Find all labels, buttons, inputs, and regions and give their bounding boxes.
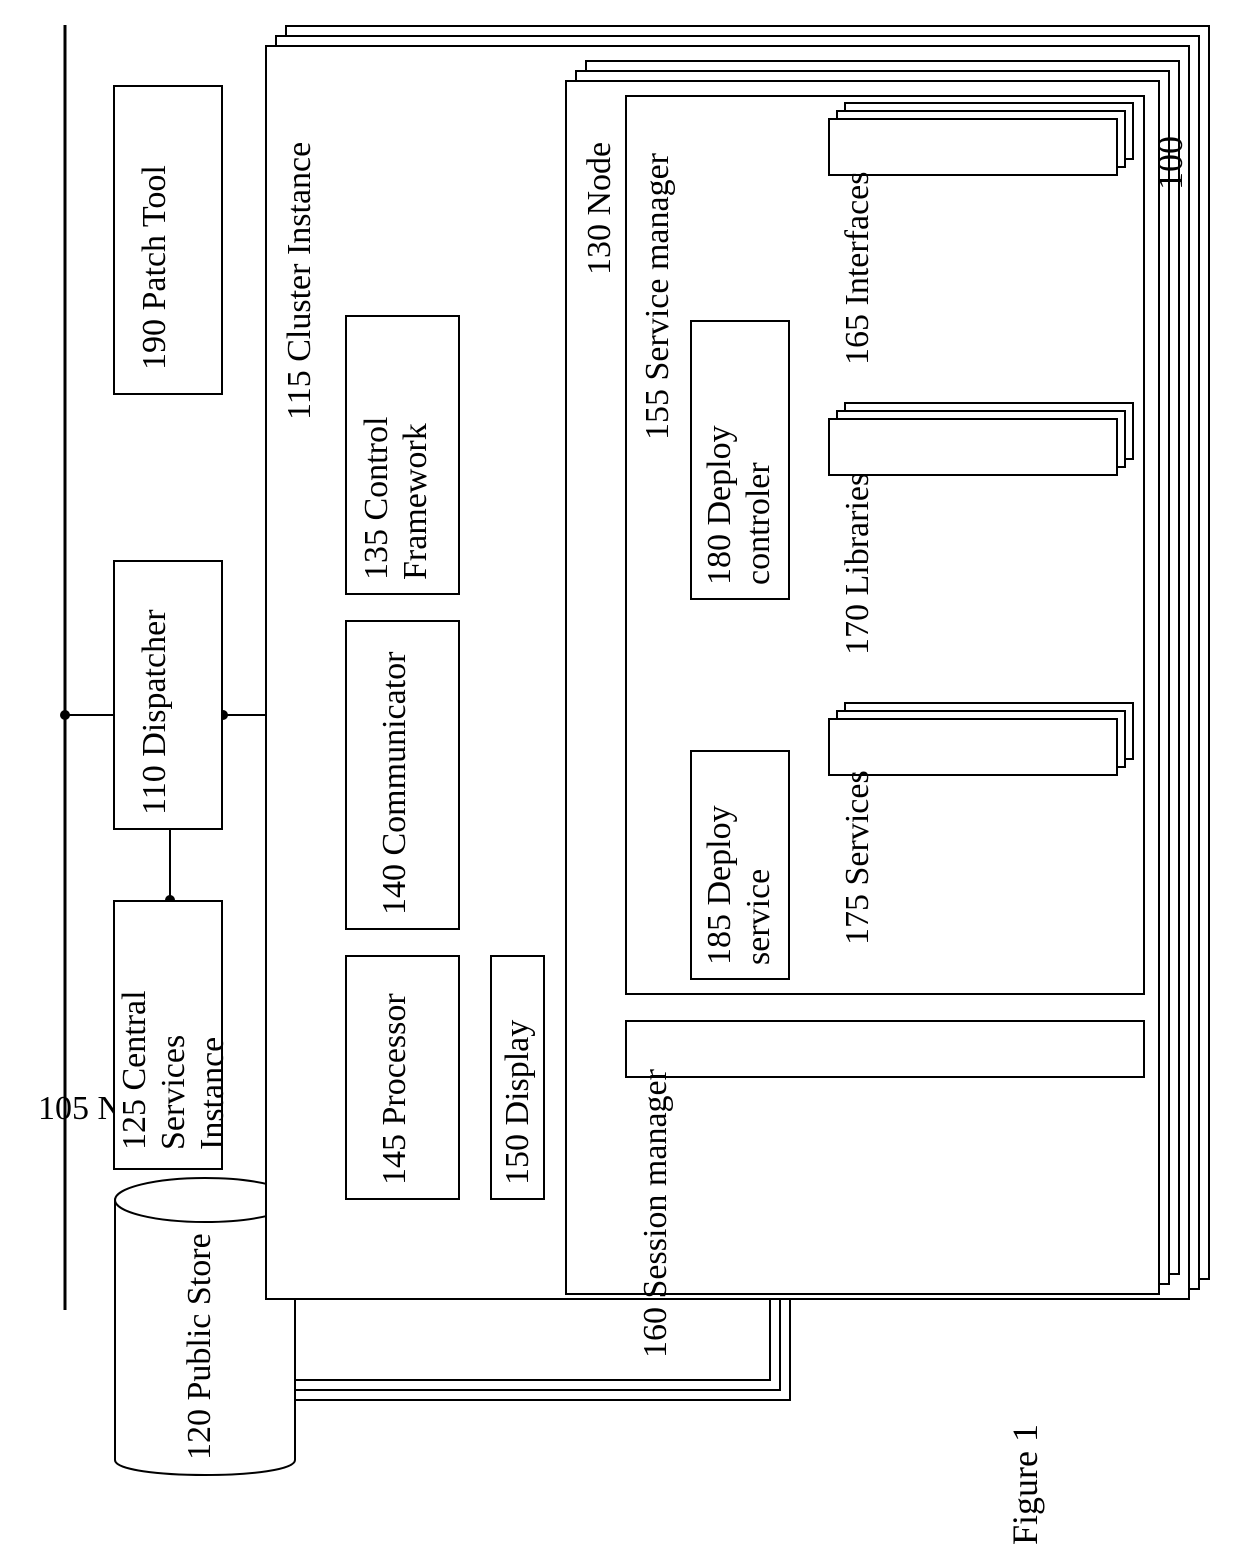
central-services-label: 125 Central Services Instance (115, 920, 232, 1150)
display-label: 150 Display (498, 970, 537, 1185)
cluster-instance-label: 115 Cluster Instance (280, 60, 319, 420)
public-store-label: 120 Public Store (180, 1220, 219, 1460)
services-label: 175 Services (838, 725, 878, 945)
deploy-controller-label: 180 Deploy controler (700, 335, 778, 585)
node-label: 130 Node (580, 95, 619, 275)
communicator-label: 140 Communicator (375, 635, 414, 915)
session-manager-label: 160 Session manager (636, 1028, 676, 1358)
processor-label: 145 Processor (375, 970, 414, 1185)
control-framework-label: 135 Control Framework (357, 330, 435, 580)
dispatcher-label: 110 Dispatcher (135, 575, 174, 815)
patch-tool-label: 190 Patch Tool (135, 110, 174, 370)
interfaces-label: 165 Interfaces (838, 125, 878, 365)
figure-caption: Figure 1 (1005, 1415, 1046, 1545)
service-manager-label: 155 Service manager (638, 110, 677, 440)
libraries-label: 170 Libraries (838, 425, 878, 655)
session-manager-box (625, 1020, 1145, 1078)
deploy-service-label: 185 Deploy service (700, 765, 778, 965)
ref-number: 100 (1150, 120, 1191, 190)
